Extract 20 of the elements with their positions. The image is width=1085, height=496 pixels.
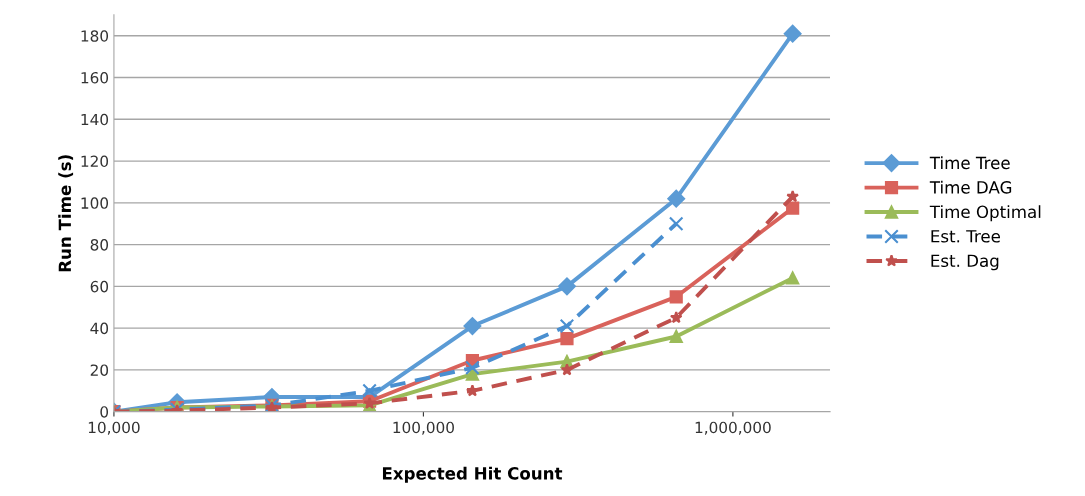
- y-tick-label: 140: [81, 113, 109, 126]
- y-tick-label: 120: [81, 155, 109, 168]
- y-tick-label: 180: [81, 30, 109, 42]
- y-tick-label: 20: [90, 364, 109, 376]
- y-tick-label: 60: [90, 280, 109, 293]
- legend-label: Time Tree: [929, 156, 1010, 170]
- y-axis-title: Run Time (s): [58, 155, 74, 272]
- x-tick-label: 10,000: [88, 421, 140, 435]
- x-tick-label: 1,000,000: [695, 421, 771, 435]
- y-tick-label: 40: [90, 322, 109, 335]
- y-tick-label: 80: [90, 239, 109, 251]
- y-tick-label: 0: [100, 406, 109, 418]
- legend-label: Est. Tree: [931, 230, 1001, 243]
- y-tick-label: 160: [81, 72, 109, 84]
- legend-label: Time Optimal: [929, 205, 1041, 222]
- legend-label: Time DAG: [929, 180, 1012, 194]
- legend-label: Est. Dag: [931, 254, 999, 271]
- x-axis-title: Expected Hit Count: [382, 466, 563, 483]
- y-tick-label: 100: [81, 197, 109, 209]
- x-tick-label: 100,000: [393, 421, 454, 435]
